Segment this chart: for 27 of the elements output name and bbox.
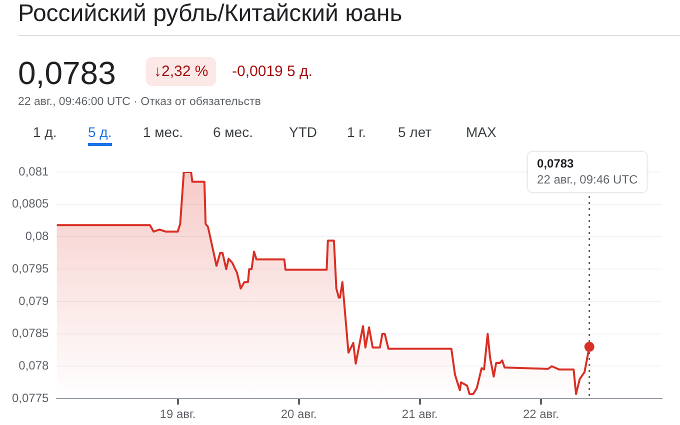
text: 22 авг., 09:46:00 UTC · Отказ от обязательств xyxy=(18,96,261,108)
x-tick-label: 22 авг. xyxy=(522,407,559,422)
text: MAX xyxy=(466,124,496,142)
x-tick-label: 21 авг. xyxy=(402,407,438,422)
text: 0,0783 xyxy=(537,156,574,170)
text: 6 мес. xyxy=(213,124,253,142)
x-tick-label: 19 авг. xyxy=(160,407,196,422)
y-tick-label: 0,081 xyxy=(18,164,50,178)
y-tick-label: 0,078 xyxy=(18,358,50,373)
y-tick-label: 0,0805 xyxy=(12,196,50,211)
text: 0,0783 xyxy=(18,55,116,92)
text: 1 мес. xyxy=(143,124,183,142)
chart-title: Российский рубль/Китайский юань xyxy=(18,0,402,28)
y-tick-label: 0,0795 xyxy=(12,261,50,276)
text: -0,0019 5 д. xyxy=(232,63,312,80)
text: 1 д. xyxy=(33,124,57,142)
text: YTD xyxy=(289,124,317,142)
y-tick-label: 0,0785 xyxy=(12,326,50,340)
ref-line-label: 22 авг., 09:46 UTC xyxy=(537,172,638,186)
x-tick-label: 20 авг. xyxy=(280,407,317,422)
y-tick-label: 0,08 xyxy=(25,229,50,244)
y-tick-label: 0,079 xyxy=(18,294,50,308)
text: 5 лет xyxy=(398,124,432,142)
text: ↓2,32 % xyxy=(146,57,216,86)
text: 1 г. xyxy=(347,124,366,142)
y-tick-label: 0,0775 xyxy=(12,390,50,405)
text: 5 д. xyxy=(88,124,112,146)
